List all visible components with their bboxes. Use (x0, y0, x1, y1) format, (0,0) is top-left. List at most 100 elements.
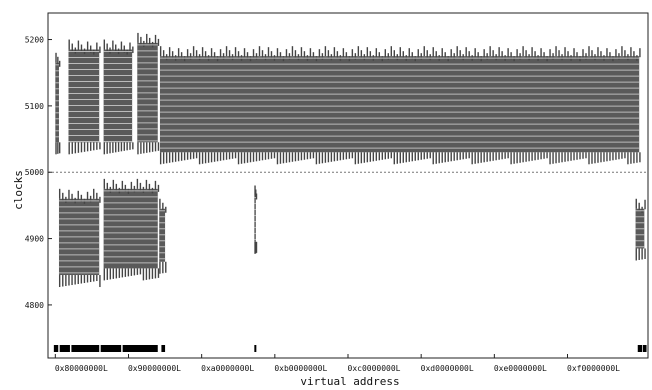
point (540, 48, 542, 58)
point (273, 152, 276, 159)
point (222, 152, 225, 161)
point (96, 275, 98, 282)
point (168, 47, 171, 57)
point (354, 152, 357, 165)
point (480, 152, 482, 163)
point (68, 39, 70, 50)
point (120, 142, 123, 152)
point-band (103, 49, 133, 143)
mapped-range (254, 345, 257, 352)
point (132, 142, 134, 150)
point (255, 53, 258, 60)
point (528, 54, 530, 61)
point (420, 53, 422, 60)
point (62, 192, 64, 201)
point (115, 44, 117, 53)
point (306, 152, 309, 160)
point (300, 47, 303, 57)
point (165, 54, 168, 61)
point (168, 152, 171, 163)
point (234, 152, 237, 159)
point (117, 142, 120, 152)
point (201, 152, 204, 164)
point-cluster (159, 198, 167, 274)
point (453, 53, 455, 60)
point (381, 152, 384, 160)
point (324, 152, 327, 163)
point (58, 60, 61, 67)
point (145, 179, 148, 190)
point (468, 51, 470, 59)
point (546, 152, 548, 159)
point (120, 41, 123, 51)
point (300, 152, 303, 161)
point (633, 51, 635, 59)
point (118, 268, 121, 278)
point (408, 48, 410, 58)
point (540, 152, 542, 160)
point (58, 142, 61, 154)
point (237, 152, 240, 165)
y-axis-label: clocks (12, 170, 25, 210)
point (276, 48, 279, 58)
point (438, 152, 440, 164)
point (564, 152, 566, 162)
point (423, 46, 425, 57)
point (77, 275, 79, 285)
point (405, 152, 407, 163)
point (255, 241, 257, 254)
point (573, 152, 575, 161)
point (86, 275, 89, 283)
point (157, 268, 160, 278)
point (624, 50, 626, 59)
point (258, 152, 261, 161)
point (89, 275, 92, 283)
point (142, 268, 145, 281)
point (522, 46, 524, 57)
point (399, 47, 401, 57)
point (639, 48, 641, 58)
point (453, 152, 455, 161)
point (148, 268, 151, 280)
point (552, 53, 554, 60)
point (99, 275, 101, 288)
point (165, 206, 167, 213)
point (129, 42, 131, 52)
point (585, 152, 587, 159)
point (162, 50, 165, 59)
point (561, 54, 563, 61)
point (327, 50, 330, 59)
point (528, 152, 530, 162)
point (486, 152, 488, 162)
x-tick-label: 0xb0000000L (274, 364, 327, 373)
point-cluster (159, 46, 641, 165)
y-tick-label: 4900 (25, 235, 44, 244)
point-cluster (635, 198, 646, 261)
point (447, 152, 449, 162)
mapped-range (637, 345, 643, 352)
point (501, 152, 503, 160)
point (426, 50, 428, 59)
point (618, 152, 620, 160)
point (267, 47, 270, 57)
point (157, 184, 160, 192)
point (71, 43, 73, 52)
point (86, 41, 89, 51)
point (99, 196, 101, 203)
point (127, 268, 130, 277)
point (115, 142, 117, 153)
point (471, 152, 473, 165)
point (159, 198, 161, 209)
point (219, 49, 222, 58)
point (112, 268, 115, 279)
point (444, 152, 446, 163)
point (582, 49, 584, 58)
point (288, 152, 291, 163)
point (58, 188, 61, 199)
point (549, 49, 551, 58)
point (228, 50, 231, 59)
point (159, 46, 162, 57)
point (330, 152, 333, 162)
point (597, 152, 599, 163)
point (519, 152, 521, 163)
